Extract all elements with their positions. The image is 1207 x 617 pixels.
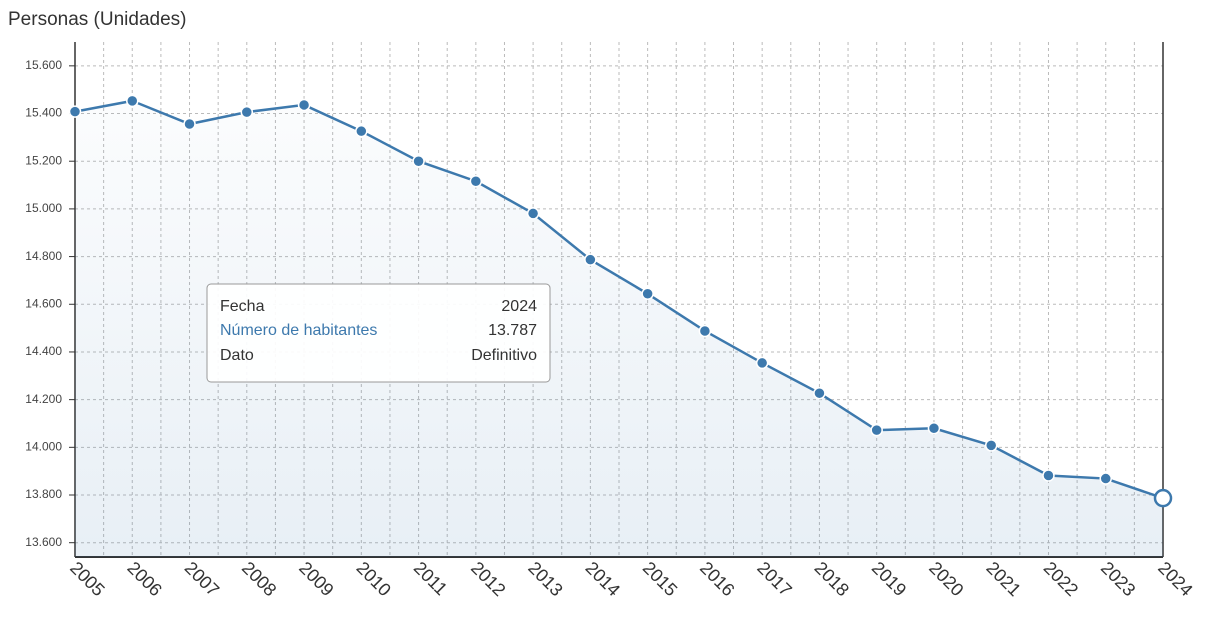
data-point <box>526 207 540 220</box>
data-point <box>813 386 826 400</box>
data-point <box>183 117 196 131</box>
x-tick-label: 2020 <box>925 558 967 600</box>
y-tick-label: 15.200 <box>25 153 62 167</box>
x-tick-label: 2013 <box>524 558 566 600</box>
data-point <box>469 174 483 188</box>
data-point <box>240 105 254 119</box>
tooltip-box <box>206 283 551 383</box>
x-tick-label: 2009 <box>295 558 337 600</box>
tooltip-value: 13.787 <box>488 322 537 339</box>
data-point <box>1153 488 1173 508</box>
y-tick-label: 15.000 <box>25 201 62 215</box>
y-tick-label: 15.600 <box>25 58 62 72</box>
x-tick-label: 2011 <box>410 558 452 600</box>
tooltip-label: Dato <box>220 347 254 364</box>
data-point <box>641 287 654 301</box>
chart-title: Personas (Unidades) <box>8 9 186 30</box>
data-point <box>984 439 998 452</box>
area <box>75 100 1163 557</box>
data-point <box>1042 469 1055 482</box>
data-point <box>1099 472 1112 485</box>
y-tick-label: 13.800 <box>25 487 62 501</box>
y-tick-label: 14.800 <box>25 249 62 263</box>
y-tick-label: 13.600 <box>25 535 62 549</box>
tooltip-value: 2024 <box>501 298 537 315</box>
y-tick-label: 14.200 <box>25 392 62 406</box>
data-point <box>755 356 769 370</box>
x-tick-label: 2010 <box>352 558 394 600</box>
y-tick-label: 15.400 <box>25 106 62 120</box>
data-point <box>870 423 883 437</box>
tooltip: Fecha 2024 Número de habitantes 13.787 D… <box>206 283 551 383</box>
y-tick-label: 14.600 <box>25 296 62 310</box>
x-tick-label: 2007 <box>181 558 223 600</box>
data-point <box>927 422 941 435</box>
x-tick-label: 2012 <box>467 558 509 600</box>
tooltip-value: Definitivo <box>471 347 537 364</box>
x-tick-label: 2006 <box>123 558 165 600</box>
tooltip-label: Fecha <box>220 298 265 315</box>
data-point <box>126 94 139 108</box>
x-tick-label: 2021 <box>982 558 1024 600</box>
x-tick-label: 2008 <box>238 558 280 600</box>
data-point <box>698 324 712 338</box>
x-tick-label: 2022 <box>1040 558 1082 600</box>
x-tick-label: 2014 <box>582 558 624 600</box>
line <box>74 99 1164 500</box>
x-tick-label: 2015 <box>639 558 681 600</box>
data-point <box>355 124 368 138</box>
x-tick-label: 2017 <box>753 558 795 600</box>
y-tick-label: 14.400 <box>25 344 62 358</box>
x-tick-label: 2019 <box>868 558 910 600</box>
data-point <box>297 98 311 112</box>
y-tick-label: 14.000 <box>25 439 62 453</box>
x-tick-label: 2024 <box>1154 558 1196 600</box>
x-tick-label: 2005 <box>66 558 108 600</box>
x-tick-label: 2023 <box>1097 558 1139 600</box>
tooltip-label: Número de habitantes <box>220 322 377 339</box>
x-tick-label: 2018 <box>811 558 853 600</box>
data-point <box>584 253 597 266</box>
x-tick-label: 2016 <box>696 558 738 600</box>
data-point <box>68 105 82 118</box>
data-point <box>412 154 425 168</box>
